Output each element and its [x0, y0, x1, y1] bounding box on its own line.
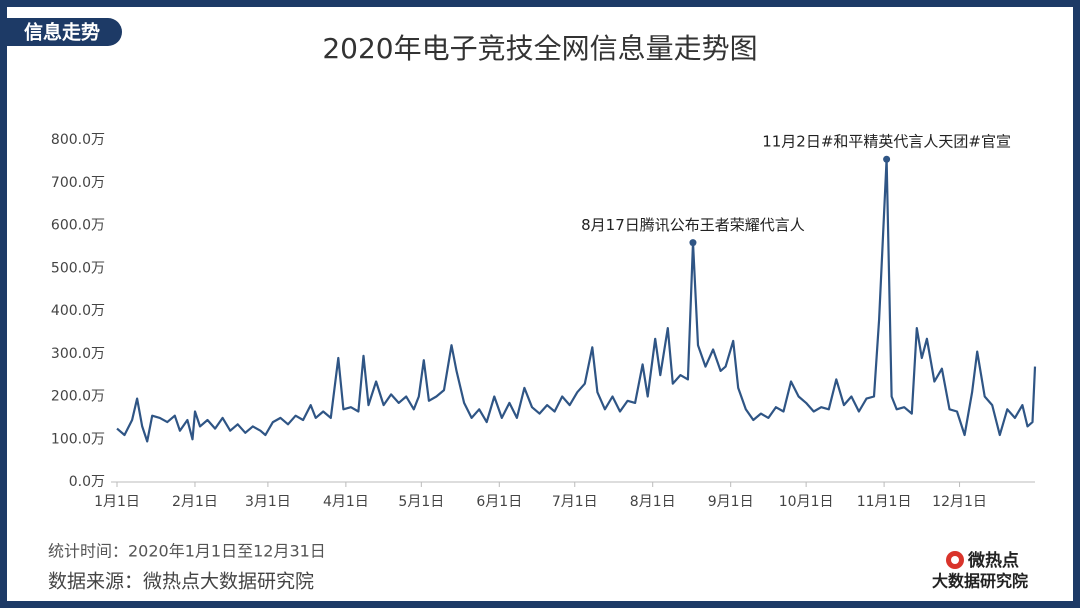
panel	[7, 7, 1073, 601]
x-tick-label: 1月1日	[94, 494, 140, 510]
series-line	[116, 158, 1037, 443]
x-tick-label: 12月1日	[932, 494, 987, 510]
x-tick-label: 10月1日	[779, 494, 834, 510]
y-tick-label: 400.0万	[51, 303, 105, 319]
y-tick-label: 700.0万	[51, 175, 105, 191]
footer-source: 数据来源：微热点大数据研究院	[48, 571, 314, 593]
y-tick-label: 0.0万	[69, 474, 105, 490]
logo-icon-eye	[951, 556, 959, 564]
x-tick-label: 3月1日	[245, 494, 291, 510]
tag-bg	[7, 18, 122, 46]
y-tick-label: 300.0万	[51, 346, 105, 362]
x-tick-label: 5月1日	[398, 494, 444, 510]
y-tick-label: 500.0万	[51, 260, 105, 276]
x-tick-label: 2月1日	[172, 494, 218, 510]
x-tick-label: 4月1日	[323, 494, 369, 510]
tag: 信息走势	[24, 21, 100, 44]
y-tick-label: 800.0万	[51, 132, 105, 148]
y-tick-label: 200.0万	[51, 389, 105, 405]
logo-name: 微热点	[967, 550, 1019, 571]
chart-title: 2020年电子竞技全网信息量走势图	[322, 32, 757, 65]
annotation: 11月2日#和平精英代言人天团#官宣	[762, 133, 1011, 151]
x-tick-label: 9月1日	[708, 494, 754, 510]
y-tick-label: 100.0万	[51, 431, 105, 447]
x-tick-label: 11月1日	[857, 494, 912, 510]
annotation: 8月17日腾讯公布王者荣耀代言人	[581, 216, 805, 234]
x-tick-label: 7月1日	[552, 494, 598, 510]
footer-period: 统计时间：2020年1月1日至12月31日	[48, 542, 326, 561]
annotation-point	[883, 155, 891, 163]
x-tick-label: 8月1日	[630, 494, 676, 510]
annotation-point	[689, 239, 697, 247]
logo-org: 大数据研究院	[932, 572, 1028, 591]
y-tick-label: 600.0万	[51, 218, 105, 234]
x-tick-label: 6月1日	[476, 494, 522, 510]
